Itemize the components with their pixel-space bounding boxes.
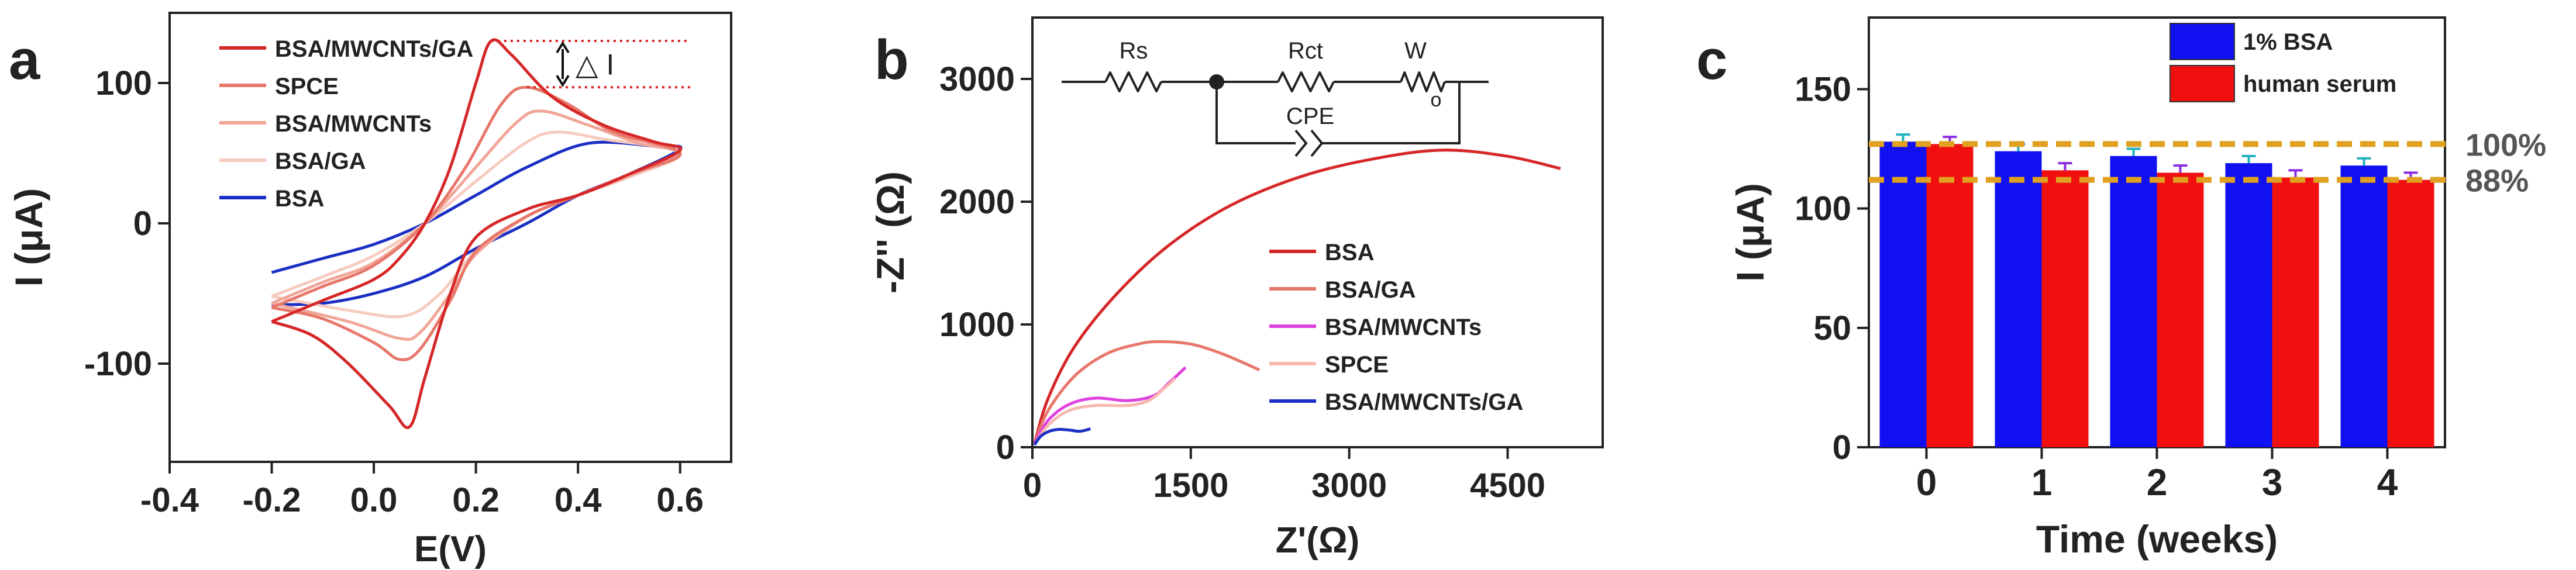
cv-x-axis-label: E(V) xyxy=(414,529,487,569)
eis-x-tick-label: 1500 xyxy=(1153,467,1228,505)
panel-letter-c: c xyxy=(1696,29,1727,91)
cv-legend-label: BSA xyxy=(275,186,324,212)
cv-legend-label: BSA/GA xyxy=(275,148,366,174)
cv-legend-label: BSA/MWCNTs/GA xyxy=(275,36,473,62)
panel-c: c 0 50 100 150 I (μA) Time (weeks) 0 1 2 3 4 100%88… xyxy=(1696,16,2546,561)
cv-x-tick-label: 0.0 xyxy=(350,481,398,519)
rct-label: Rct xyxy=(1288,38,1323,64)
cv-x-tick-label: 0.2 xyxy=(452,481,500,519)
panel-b: b 0 1500 3000 4500 0 1000 2000 3000 Z'(Ω) -Z'' (Ω… xyxy=(869,16,1604,561)
eis-series-line xyxy=(1033,427,1091,446)
eis-series-line xyxy=(1033,340,1261,444)
rs-resistor xyxy=(1104,71,1162,92)
bar-legend-swatch xyxy=(2169,23,2235,60)
panel-letter-b: b xyxy=(874,29,909,91)
eis-legend-label: SPCE xyxy=(1325,352,1389,378)
warburg-element xyxy=(1400,71,1446,92)
eis-y-tick-label: 2000 xyxy=(939,183,1015,221)
circuit-wire xyxy=(1322,82,1461,144)
eis-series-line xyxy=(1033,377,1176,446)
bar xyxy=(2110,156,2157,447)
cv-y-tick-label: 0 xyxy=(133,205,152,243)
bar-legend-label: human serum xyxy=(2243,71,2396,97)
rs-label: Rs xyxy=(1120,38,1148,64)
eis-x-axis-label: Z'(Ω) xyxy=(1276,520,1360,561)
bar-y-axis-label: I (μA) xyxy=(1728,183,1772,282)
panel-letter-a: a xyxy=(9,29,40,91)
bar-x-axis-label: Time (weeks) xyxy=(2036,517,2278,561)
cpe-element xyxy=(1294,129,1324,157)
bar-category-label: 1 xyxy=(2031,461,2052,503)
cpe-label: CPE xyxy=(1286,103,1334,129)
eis-legend-label: BSA/MWCNTs xyxy=(1325,315,1482,340)
cv-y-axis-label: I (μA) xyxy=(7,188,50,287)
cv-legend-label: SPCE xyxy=(275,74,339,99)
eis-legend-label: BSA xyxy=(1325,240,1374,265)
bar-y-tick-label: 150 xyxy=(1795,71,1851,109)
bar xyxy=(2387,179,2434,447)
bar-legend-swatch xyxy=(2169,65,2235,102)
bar-category-label: 4 xyxy=(2377,461,2398,503)
bar xyxy=(1879,141,1927,448)
eis-series-line xyxy=(1033,148,1561,444)
eis-y-tick-label: 1000 xyxy=(939,306,1015,344)
cv-x-tick-label: -0.4 xyxy=(140,481,199,519)
eis-y-tick-label: 0 xyxy=(996,429,1015,467)
cv-plot-frame xyxy=(168,12,732,463)
bar xyxy=(2340,165,2388,447)
eis-y-axis-label: -Z'' (Ω) xyxy=(869,171,912,293)
equivalent-circuit: Rs Rct Wo CPE xyxy=(1062,38,1489,157)
bar-y-tick-label: 50 xyxy=(1813,309,1851,347)
bar-y-tick-label: 100 xyxy=(1795,190,1851,228)
bar xyxy=(1926,144,1974,447)
cv-x-tick-label: -0.2 xyxy=(243,481,301,519)
cv-x-tick-label: 0.4 xyxy=(555,481,602,519)
eis-x-tick-label: 0 xyxy=(1023,467,1042,505)
cv-legend-label: BSA/MWCNTs xyxy=(275,111,432,137)
cv-y-tick-label: 100 xyxy=(95,64,152,102)
reference-line-label: 88% xyxy=(2465,164,2529,199)
bar xyxy=(2272,177,2319,447)
bar xyxy=(2041,170,2089,447)
delta-i-arrow-head-down xyxy=(556,75,570,87)
bar xyxy=(2157,172,2204,447)
bar-legend-label: 1% BSA xyxy=(2243,29,2333,55)
eis-y-tick-label: 3000 xyxy=(939,60,1015,98)
eis-plot-frame xyxy=(1031,16,1604,448)
cv-series-line xyxy=(271,109,682,341)
bar xyxy=(2225,163,2272,447)
delta-i-arrow-head-up xyxy=(556,41,570,54)
panel-a: a -0.4 -0.2 0.0 0.2 0.4 0.6 -100 0 100 E(V) I (μA)… xyxy=(7,12,732,569)
eis-x-tick-label: 4500 xyxy=(1470,467,1545,505)
circuit-wire xyxy=(1215,82,1296,144)
rct-resistor xyxy=(1277,71,1335,92)
cv-y-tick-label: -100 xyxy=(84,345,152,383)
cv-x-tick-label: 0.6 xyxy=(656,481,704,519)
eis-legend-label: BSA/GA xyxy=(1325,277,1416,303)
bar-category-label: 3 xyxy=(2262,461,2283,503)
eis-legend-label: BSA/MWCNTs/GA xyxy=(1325,389,1523,415)
reference-line-label: 100% xyxy=(2465,127,2546,163)
w-subscript-label: o xyxy=(1431,89,1442,111)
bar-category-label: 2 xyxy=(2147,461,2168,503)
bar xyxy=(1995,151,2042,447)
eis-x-tick-label: 3000 xyxy=(1311,467,1387,505)
bar-category-label: 0 xyxy=(1916,461,1937,503)
w-label: W xyxy=(1404,38,1427,64)
delta-i-label: △ I xyxy=(576,49,614,81)
cv-series-line xyxy=(271,38,683,429)
bar-y-tick-label: 0 xyxy=(1833,429,1851,467)
